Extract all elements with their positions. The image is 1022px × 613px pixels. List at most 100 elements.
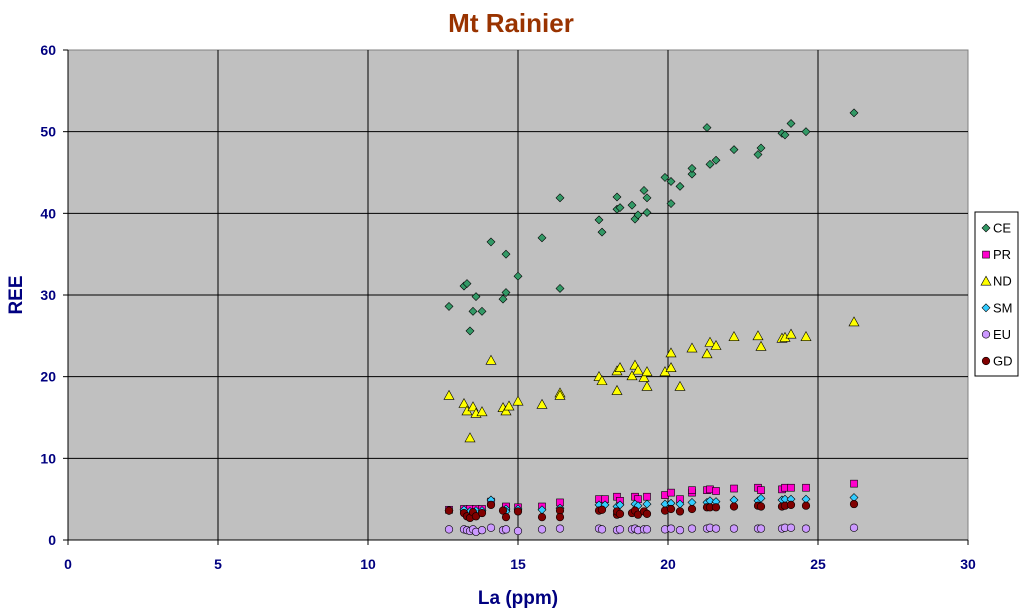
data-point-pr xyxy=(643,492,651,501)
data-point-ce xyxy=(477,306,487,316)
data-point-gd xyxy=(513,507,523,516)
data-point-pr xyxy=(757,486,765,494)
series-ce xyxy=(444,108,859,336)
data-point-gd xyxy=(537,513,547,522)
data-point-eu xyxy=(597,525,607,534)
x-tick-label: 25 xyxy=(810,556,826,572)
legend: CE PR ND SM EU GD xyxy=(974,211,1019,377)
data-point-gd xyxy=(786,500,796,509)
legend-marker-ce xyxy=(981,223,991,233)
data-point-nd xyxy=(554,389,566,400)
data-point-eu xyxy=(615,525,625,534)
data-point-ce xyxy=(465,326,475,336)
legend-box xyxy=(974,211,1019,377)
data-point-ce xyxy=(753,150,763,159)
data-point-nd xyxy=(728,331,740,341)
legend-marker-pr xyxy=(982,250,990,259)
data-point-pr xyxy=(688,486,696,494)
y-tick-label: 60 xyxy=(40,42,56,58)
data-point-ce xyxy=(486,237,496,247)
y-axis-label: REE xyxy=(6,275,27,314)
data-point-eu xyxy=(756,524,766,533)
y-tick-label: 30 xyxy=(40,287,56,303)
data-point-nd xyxy=(626,370,638,381)
data-point-eu xyxy=(729,524,739,533)
data-point-ce xyxy=(615,203,625,213)
data-point-eu xyxy=(555,524,565,533)
data-point-nd xyxy=(443,389,455,400)
data-point-gd xyxy=(666,504,676,514)
data-point-ce xyxy=(537,233,547,243)
data-point-ce xyxy=(555,193,565,203)
y-tick-label: 40 xyxy=(40,205,56,221)
data-point-gd xyxy=(477,508,487,518)
data-point-eu xyxy=(537,525,547,534)
data-point-ce xyxy=(594,215,604,225)
legend-label-ce: CE xyxy=(993,221,1011,236)
legend-marker-nd xyxy=(980,275,992,286)
x-tick-label: 10 xyxy=(360,556,376,572)
data-point-ce xyxy=(468,306,478,316)
data-point-eu xyxy=(501,525,511,534)
data-point-sm xyxy=(642,499,652,509)
data-point-eu xyxy=(711,524,721,533)
legend-marker-gd xyxy=(981,356,991,366)
data-point-ce xyxy=(666,199,676,208)
data-point-ce xyxy=(513,271,523,281)
data-point-eu xyxy=(849,523,859,532)
data-point-ce xyxy=(639,186,649,195)
data-point-nd xyxy=(638,371,650,382)
data-point-ce xyxy=(801,127,811,137)
data-point-gd xyxy=(687,504,697,514)
data-point-nd xyxy=(503,400,515,411)
x-tick-label: 30 xyxy=(960,556,976,572)
data-points xyxy=(443,108,860,536)
data-point-ce xyxy=(633,210,643,220)
data-point-nd xyxy=(710,340,722,350)
data-point-nd xyxy=(686,342,698,353)
data-point-gd xyxy=(849,499,859,509)
data-point-nd xyxy=(641,366,653,377)
data-point-nd xyxy=(464,432,476,443)
y-tick-label: 10 xyxy=(40,450,56,466)
x-tick-labels: 0 5 10 15 20 25 30 xyxy=(64,540,976,572)
x-axis-label: La (ppm) xyxy=(478,588,558,609)
data-point-ce xyxy=(702,123,712,133)
data-point-nd xyxy=(467,401,479,412)
data-point-nd xyxy=(500,405,512,416)
data-point-ce xyxy=(675,181,685,191)
series-gd xyxy=(444,499,859,523)
data-point-ce xyxy=(471,292,481,302)
data-point-eu xyxy=(477,526,487,535)
series-nd xyxy=(443,316,860,443)
data-point-ce xyxy=(498,294,508,304)
data-point-gd xyxy=(615,509,625,518)
data-point-ce xyxy=(555,284,565,293)
data-point-pr xyxy=(712,487,720,495)
data-point-eu xyxy=(444,525,454,534)
data-point-ce xyxy=(705,159,715,169)
data-point-ce xyxy=(687,169,697,179)
series-eu xyxy=(444,523,859,536)
x-tick-label: 15 xyxy=(510,556,526,572)
data-point-ce xyxy=(729,145,739,155)
data-point-nd xyxy=(752,330,764,341)
data-point-ce xyxy=(501,288,511,297)
data-point-nd xyxy=(641,380,653,391)
legend-label-gd: GD xyxy=(993,354,1013,369)
data-point-eu xyxy=(786,523,796,532)
data-point-ce xyxy=(711,155,721,165)
data-point-ce xyxy=(612,192,622,202)
data-point-gd xyxy=(597,505,607,514)
y-tick-label: 50 xyxy=(40,124,56,140)
data-point-nd xyxy=(701,348,713,359)
data-point-ce xyxy=(642,208,652,217)
data-point-eu xyxy=(642,525,652,534)
data-point-nd xyxy=(665,362,677,372)
data-point-gd xyxy=(555,513,565,522)
data-point-eu xyxy=(801,524,811,533)
data-point-nd xyxy=(614,362,626,372)
y-tick-labels: 0 10 20 30 40 50 60 xyxy=(40,42,68,548)
data-point-gd xyxy=(801,501,811,510)
